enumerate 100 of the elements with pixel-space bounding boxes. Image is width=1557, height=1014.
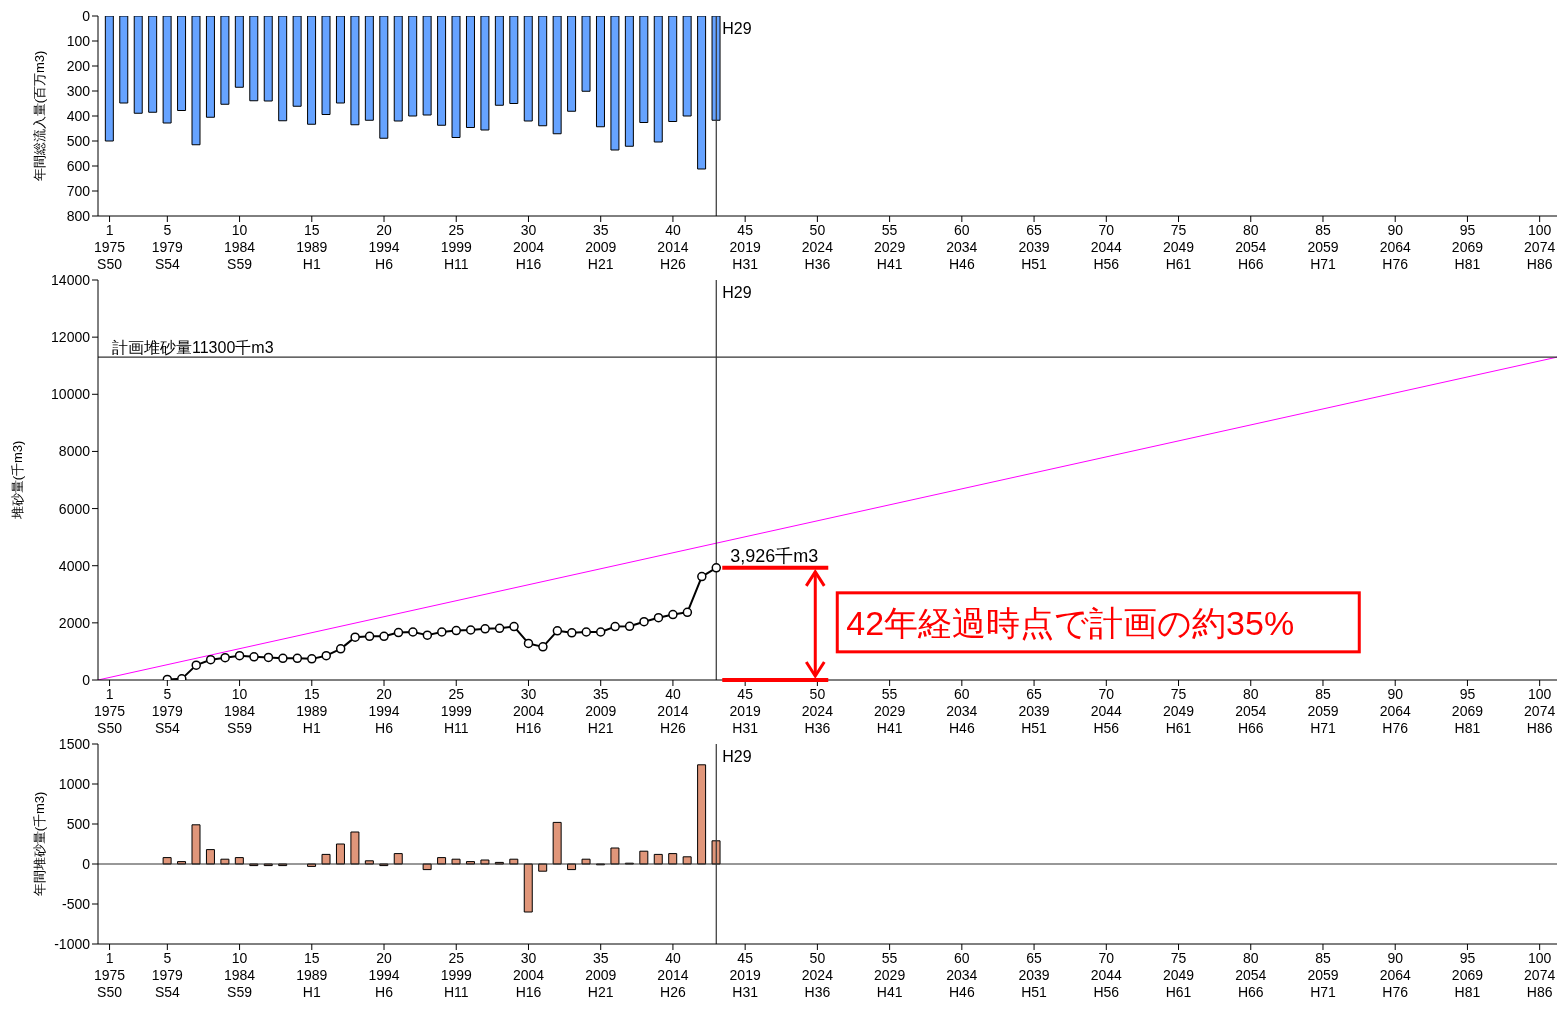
- y-tick-label: 700: [66, 182, 91, 199]
- y-tick-label: 300: [66, 82, 91, 99]
- x-tick-label: 75: [1170, 950, 1187, 966]
- y-tick-label: 0: [82, 7, 91, 24]
- x2-tick-label: 2029: [874, 239, 906, 255]
- x2-tick-label: 2034: [946, 703, 978, 719]
- text: H36: [804, 984, 831, 1000]
- x2-tick-label: 2009: [585, 239, 617, 255]
- text: H66: [1237, 984, 1264, 1000]
- text: S50: [97, 720, 123, 736]
- x2-tick-label: 2019: [729, 967, 761, 983]
- text: H6: [375, 720, 394, 736]
- y-tick-label: 6000: [58, 500, 91, 517]
- text: S54: [154, 720, 180, 736]
- x2-tick-label: 2059: [1307, 703, 1339, 719]
- x-tick-label: 15: [304, 686, 320, 702]
- text: H51: [1021, 256, 1048, 272]
- text: H41: [876, 720, 903, 736]
- text: H6: [375, 256, 394, 272]
- text: H11: [443, 256, 469, 272]
- y-tick-label: 500: [66, 815, 91, 832]
- ref-line-label: H29: [722, 20, 752, 37]
- x2-tick-label: 2024: [801, 967, 834, 983]
- text: H46: [949, 984, 975, 1000]
- x-tick-label: 100: [1527, 686, 1552, 702]
- text: H66: [1237, 256, 1264, 272]
- x2-tick-label: 2064: [1379, 239, 1411, 255]
- y-tick-label: 12000: [51, 329, 91, 346]
- x-tick-label: 70: [1098, 686, 1115, 702]
- x-tick-label: 80: [1242, 950, 1259, 966]
- y-tick-label: 4000: [58, 557, 91, 574]
- y-tick-label: 100: [66, 32, 91, 49]
- text: H31: [732, 720, 759, 736]
- x2-tick-label: 2054: [1235, 703, 1267, 719]
- x-tick-label: 20: [376, 950, 393, 966]
- x-tick-label: 1: [105, 222, 114, 238]
- y-tick-label: 500: [66, 132, 91, 149]
- x-tick-label: 90: [1387, 950, 1404, 966]
- x2-tick-label: 2039: [1018, 967, 1050, 983]
- text: S59: [227, 984, 253, 1000]
- x-tick-label: 10: [231, 222, 248, 238]
- y-tick-label: 200: [66, 57, 91, 74]
- text: H76: [1382, 720, 1409, 736]
- x2-tick-label: 2059: [1307, 967, 1339, 983]
- x2-tick-label: 1979: [151, 703, 184, 719]
- text: H61: [1165, 984, 1192, 1000]
- x2-tick-label: 2044: [1090, 239, 1123, 255]
- x-tick-label: 75: [1170, 222, 1187, 238]
- x2-tick-label: 2014: [657, 967, 689, 983]
- text: H21: [587, 984, 614, 1000]
- text: H26: [660, 984, 686, 1000]
- text: H6: [375, 984, 394, 1000]
- x-tick-label: 50: [809, 222, 826, 238]
- text: H11: [443, 984, 469, 1000]
- text: S54: [154, 984, 180, 1000]
- text: H56: [1093, 256, 1120, 272]
- text: H61: [1165, 720, 1192, 736]
- x-tick-label: 60: [954, 222, 970, 238]
- ref-line-label: H29: [722, 748, 752, 765]
- x-tick-label: 95: [1459, 686, 1476, 702]
- text: H71: [1310, 720, 1337, 736]
- x-tick-label: 20: [376, 222, 393, 238]
- x-tick-label: 65: [1026, 950, 1043, 966]
- x-tick-label: 30: [520, 950, 537, 966]
- x2-tick-label: 2049: [1162, 967, 1195, 983]
- text: H76: [1382, 256, 1409, 272]
- y-tick-label: -1000: [54, 935, 91, 952]
- text: H56: [1093, 720, 1120, 736]
- text: H11: [443, 720, 469, 736]
- x-tick-label: 70: [1098, 222, 1115, 238]
- annotation: 3,926千m3: [730, 545, 819, 566]
- x-tick-label: 85: [1315, 686, 1331, 702]
- x2-tick-label: 2044: [1090, 967, 1123, 983]
- x-tick-label: 80: [1242, 222, 1259, 238]
- x-tick-label: 30: [520, 686, 537, 702]
- x2-tick-label: 2004: [512, 703, 545, 719]
- x-tick-label: 20: [376, 686, 393, 702]
- text: H81: [1454, 256, 1481, 272]
- text: H21: [587, 720, 614, 736]
- text: H66: [1237, 720, 1264, 736]
- text: H16: [515, 720, 542, 736]
- x-tick-label: 1: [105, 950, 114, 966]
- x2-tick-label: 2009: [585, 703, 617, 719]
- y-axis-title: 年間総流入量(百万m3): [32, 50, 47, 182]
- x2-tick-label: 2039: [1018, 703, 1050, 719]
- x-tick-label: 65: [1026, 686, 1043, 702]
- x-tick-label: 5: [163, 222, 172, 238]
- x-tick-label: 55: [881, 686, 898, 702]
- x2-tick-label: 2054: [1235, 967, 1267, 983]
- x-tick-label: 10: [231, 686, 248, 702]
- x-tick-label: 80: [1242, 686, 1259, 702]
- text: S50: [97, 256, 123, 272]
- text: H1: [302, 984, 321, 1000]
- x2-tick-label: 2074: [1524, 703, 1556, 719]
- x2-tick-label: 2069: [1451, 703, 1484, 719]
- x2-tick-label: 2034: [946, 967, 978, 983]
- x2-tick-label: 1979: [151, 967, 184, 983]
- text: H36: [804, 720, 831, 736]
- y-tick-label: -500: [61, 895, 91, 912]
- x2-tick-label: 1984: [223, 239, 256, 255]
